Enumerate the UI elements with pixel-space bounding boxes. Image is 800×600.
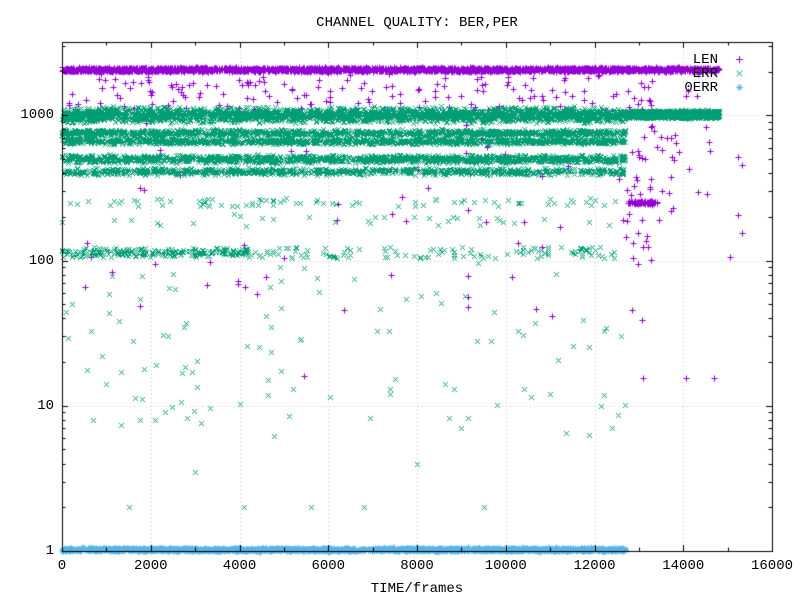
x-tick-label: 4000 bbox=[222, 558, 257, 574]
x-tick-label: 12000 bbox=[573, 558, 616, 574]
legend-label-0err: 0ERR bbox=[684, 80, 718, 96]
x-tick-label: 8000 bbox=[400, 558, 434, 574]
x-axis-label: TIME/frames bbox=[370, 581, 464, 597]
x-tick-label: 14000 bbox=[662, 558, 705, 574]
y-tick-label: 10 bbox=[37, 397, 54, 414]
legend-label-err: ERR bbox=[692, 66, 718, 82]
legend-label-len: LEN bbox=[692, 52, 718, 68]
x-tick-label: 2000 bbox=[133, 558, 168, 574]
y-tick-label: 1 bbox=[45, 543, 54, 559]
x-tick-label: 6000 bbox=[311, 558, 346, 574]
chart-title: CHANNEL QUALITY: BER,PER bbox=[316, 15, 518, 31]
y-tick-label: 1000 bbox=[20, 107, 54, 124]
x-tick-label: 10000 bbox=[484, 558, 527, 574]
x-tick-label: 0 bbox=[57, 558, 67, 574]
x-tick-label: 16000 bbox=[750, 558, 793, 574]
y-tick-label: 100 bbox=[28, 252, 54, 269]
